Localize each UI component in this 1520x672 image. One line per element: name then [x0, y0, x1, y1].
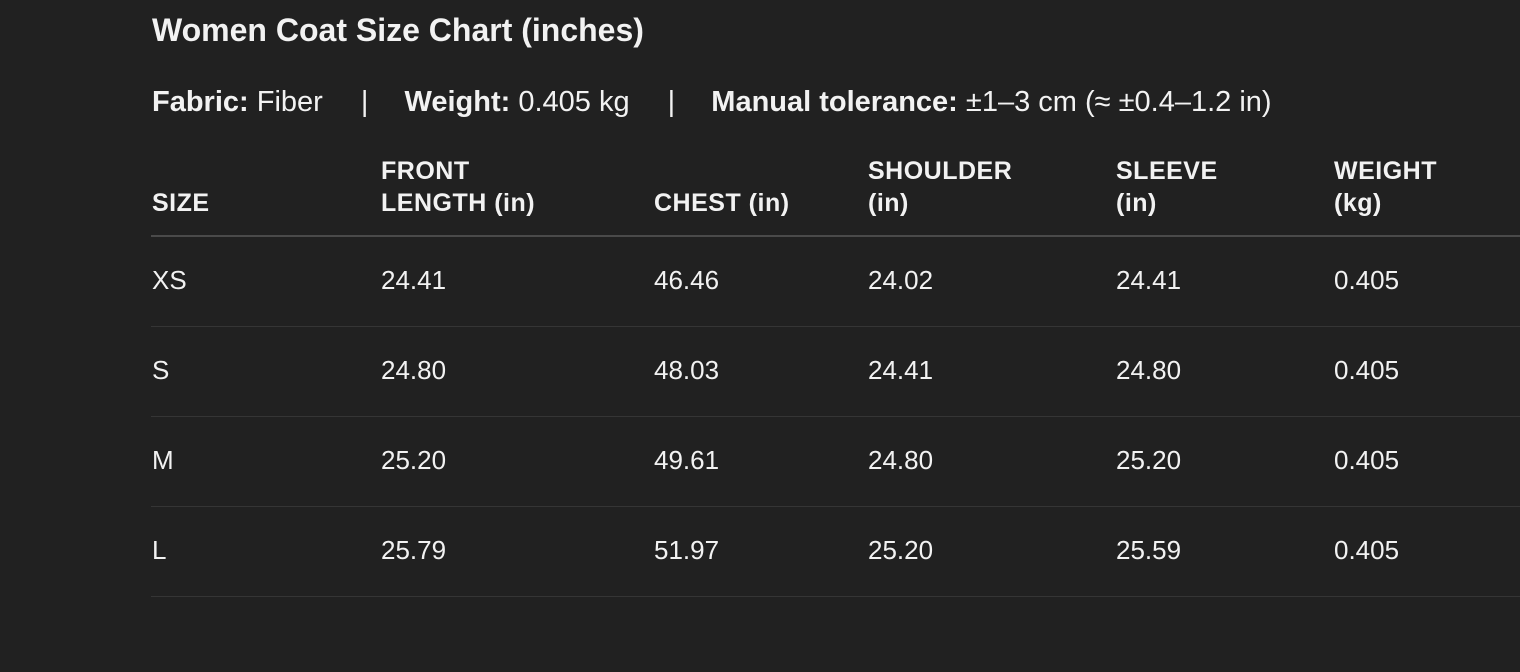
- cell-chest: 51.97: [654, 535, 720, 565]
- cell-shoulder: 25.20: [868, 535, 934, 565]
- cell-front-length: 24.80: [381, 355, 447, 385]
- table-row: XS 24.41 46.46 24.02 24.41 0.405: [151, 237, 1520, 327]
- cell-front-length: 25.20: [381, 445, 447, 475]
- column-header-line: [152, 155, 210, 187]
- cell-sleeve: 24.80: [1116, 355, 1182, 385]
- column-header-line: SHOULDER: [868, 157, 1013, 185]
- column-header-line: WEIGHT: [1334, 157, 1437, 185]
- table-row: L 25.79 51.97 25.20 25.59 0.405: [151, 507, 1520, 597]
- fabric-value: Fiber: [256, 86, 323, 118]
- column-header-front-length: FRONT LENGTH (in): [381, 155, 535, 219]
- cell-shoulder: 24.80: [868, 445, 934, 475]
- size-table: SIZE FRONT LENGTH (in) CHEST (in) SHOULDER (…: [151, 150, 1520, 597]
- cell-size: M: [152, 445, 174, 475]
- product-meta: Fabric: Fiber | Weight: 0.405 kg | Manua…: [152, 86, 1272, 119]
- column-header-chest: CHEST (in): [654, 155, 790, 219]
- column-header-line: (in): [868, 189, 909, 217]
- column-header-line: [654, 155, 790, 187]
- cell-sleeve: 24.41: [1116, 265, 1182, 295]
- cell-weight: 0.405: [1334, 355, 1400, 385]
- column-header-line: SIZE: [152, 189, 210, 217]
- column-header-line: (in): [1116, 189, 1157, 217]
- cell-size: S: [152, 355, 170, 385]
- separator: |: [667, 86, 676, 118]
- cell-chest: 49.61: [654, 445, 720, 475]
- column-header-size: SIZE: [152, 155, 210, 219]
- cell-front-length: 24.41: [381, 265, 447, 295]
- column-header-line: CHEST (in): [654, 189, 790, 217]
- column-header-shoulder: SHOULDER (in): [868, 155, 1012, 219]
- cell-weight: 0.405: [1334, 445, 1400, 475]
- cell-weight: 0.405: [1334, 535, 1400, 565]
- column-header-line: (kg): [1334, 189, 1382, 217]
- page-title: Women Coat Size Chart (inches): [152, 12, 644, 48]
- table-row: S 24.80 48.03 24.41 24.80 0.405: [151, 327, 1520, 417]
- cell-size: L: [152, 535, 167, 565]
- cell-chest: 48.03: [654, 355, 720, 385]
- cell-front-length: 25.79: [381, 535, 447, 565]
- table-row: M 25.20 49.61 24.80 25.20 0.405: [151, 417, 1520, 507]
- column-header-line: LENGTH (in): [381, 189, 536, 217]
- cell-weight: 0.405: [1334, 265, 1400, 295]
- tolerance-label: Manual tolerance:: [711, 86, 958, 118]
- cell-shoulder: 24.41: [868, 355, 934, 385]
- cell-shoulder: 24.02: [868, 265, 934, 295]
- column-header-line: SLEEVE: [1116, 157, 1218, 185]
- table-header: SIZE FRONT LENGTH (in) CHEST (in) SHOULDER (…: [151, 150, 1520, 237]
- column-header-sleeve: SLEEVE (in): [1116, 155, 1218, 219]
- column-header-line: FRONT: [381, 157, 470, 185]
- weight-label: Weight:: [404, 86, 511, 118]
- cell-chest: 46.46: [654, 265, 720, 295]
- column-header-weight: WEIGHT (kg): [1334, 155, 1437, 219]
- fabric-label: Fabric:: [152, 86, 249, 118]
- cell-sleeve: 25.20: [1116, 445, 1182, 475]
- tolerance-value: ±1–3 cm (≈ ±0.4–1.2 in): [965, 86, 1272, 118]
- weight-value: 0.405 kg: [518, 86, 630, 118]
- cell-sleeve: 25.59: [1116, 535, 1182, 565]
- separator: |: [360, 86, 369, 118]
- cell-size: XS: [152, 265, 187, 295]
